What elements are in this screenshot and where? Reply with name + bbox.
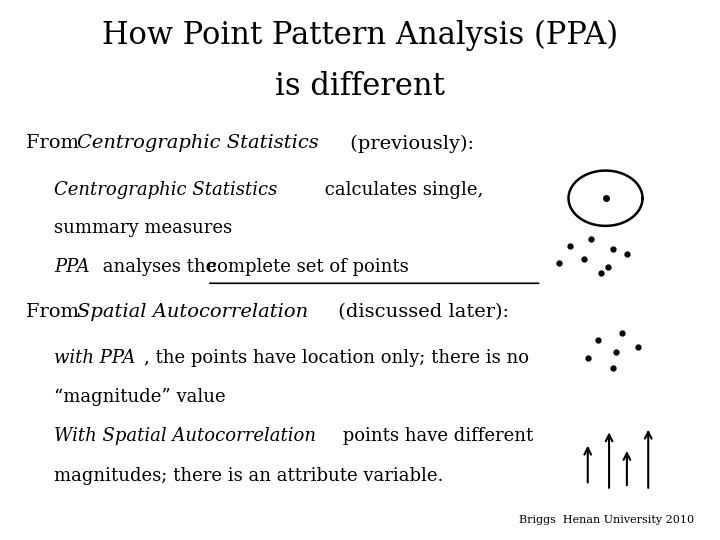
- Text: (previously):: (previously):: [344, 134, 474, 153]
- Text: Centrographic Statistics: Centrographic Statistics: [78, 134, 319, 152]
- Text: From: From: [25, 303, 85, 321]
- Text: Briggs  Henan University 2010: Briggs Henan University 2010: [519, 515, 695, 525]
- Text: complete set of points: complete set of points: [207, 258, 409, 276]
- Text: (discussed later):: (discussed later):: [331, 303, 508, 321]
- Text: magnitudes; there is an attribute variable.: magnitudes; there is an attribute variab…: [54, 467, 444, 485]
- Text: How Point Pattern Analysis (PPA): How Point Pattern Analysis (PPA): [102, 20, 618, 51]
- Text: calculates single,: calculates single,: [320, 181, 484, 199]
- Text: “magnitude” value: “magnitude” value: [54, 388, 225, 406]
- Text: analyses the: analyses the: [96, 258, 222, 276]
- Text: , the points have location only; there is no: , the points have location only; there i…: [145, 349, 529, 367]
- Text: Centrographic Statistics: Centrographic Statistics: [54, 181, 277, 199]
- Text: summary measures: summary measures: [54, 219, 232, 238]
- Text: with PPA: with PPA: [54, 349, 135, 367]
- Text: is different: is different: [275, 71, 445, 102]
- Text: points have different: points have different: [337, 427, 534, 445]
- Text: Spatial Autocorrelation: Spatial Autocorrelation: [78, 303, 309, 321]
- Text: PPA: PPA: [54, 258, 89, 276]
- Text: With Spatial Autocorrelation: With Spatial Autocorrelation: [54, 427, 316, 445]
- Text: From: From: [25, 134, 85, 152]
